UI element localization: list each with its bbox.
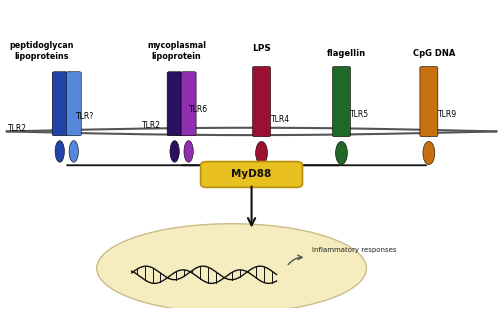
FancyBboxPatch shape	[332, 66, 350, 137]
Text: CpG DNA: CpG DNA	[412, 49, 454, 57]
Text: inflammatory responses: inflammatory responses	[311, 247, 395, 253]
FancyBboxPatch shape	[252, 66, 270, 137]
FancyBboxPatch shape	[200, 162, 302, 188]
Ellipse shape	[97, 224, 366, 309]
Text: TLR9: TLR9	[437, 110, 456, 119]
Text: peptidoglycan
lipoproteins: peptidoglycan lipoproteins	[10, 41, 74, 61]
Text: mycoplasmal
lipoprotein: mycoplasmal lipoprotein	[147, 41, 206, 61]
FancyBboxPatch shape	[167, 72, 182, 136]
Text: MyD88: MyD88	[231, 170, 271, 180]
Ellipse shape	[422, 142, 434, 164]
Text: TLR?: TLR?	[76, 112, 94, 121]
Text: TLR4: TLR4	[270, 115, 289, 124]
FancyBboxPatch shape	[52, 72, 67, 136]
Ellipse shape	[335, 142, 347, 164]
Ellipse shape	[255, 142, 267, 164]
Text: TLR2: TLR2	[8, 124, 27, 133]
Text: TLR2: TLR2	[141, 121, 160, 130]
FancyBboxPatch shape	[419, 66, 437, 137]
FancyBboxPatch shape	[181, 72, 196, 136]
FancyBboxPatch shape	[66, 72, 81, 136]
Ellipse shape	[183, 141, 193, 162]
Ellipse shape	[170, 141, 179, 162]
Ellipse shape	[69, 141, 78, 162]
Text: TLR5: TLR5	[350, 110, 369, 119]
Ellipse shape	[55, 141, 64, 162]
Text: flagellin: flagellin	[326, 49, 365, 57]
Text: TLR6: TLR6	[188, 105, 207, 114]
Text: LPS: LPS	[252, 44, 271, 53]
